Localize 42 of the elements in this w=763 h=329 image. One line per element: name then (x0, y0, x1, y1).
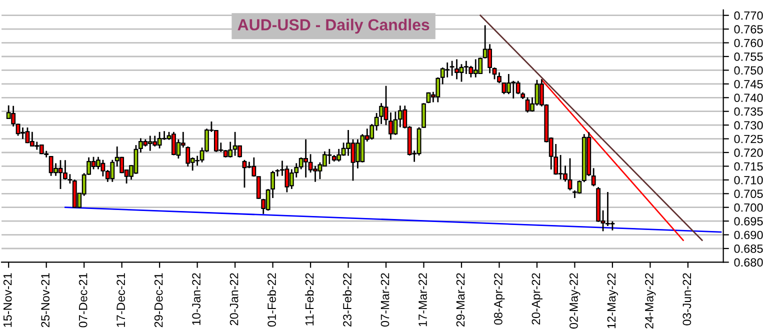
x-tick-label: 24-May-22 (645, 273, 656, 328)
y-tick-label: 0.720 (734, 148, 763, 157)
y-tick-label: 0.710 (734, 176, 763, 184)
x-tick-label: 11-Feb-22 (305, 273, 314, 326)
x-tick-label: 10-Jan-22 (192, 273, 200, 325)
x-tick-label: 01-Feb-22 (267, 273, 276, 327)
y-tick-label: 0.730 (734, 121, 763, 130)
x-tick-label: 17-Dec-21 (116, 273, 125, 327)
x-tick-label: 29-Mar-22 (456, 273, 465, 326)
x-tick-label: 29-Dec-21 (154, 273, 163, 328)
candlestick (422, 102, 426, 129)
candlestick (591, 167, 596, 187)
y-tick-label: 0.755 (734, 52, 763, 61)
x-tick-label: 20-Jan-22 (230, 273, 238, 326)
x-tick-label: 02-May-22 (570, 273, 580, 329)
x-tick-label: 08-Apr-22 (494, 273, 505, 325)
y-tick-label: 0.700 (734, 203, 763, 212)
x-tick-label: 12-May-22 (607, 273, 618, 328)
x-tick-label: 17-Mar-22 (418, 273, 427, 326)
y-tick-label: 0.740 (734, 94, 763, 102)
y-tick-label: 0.770 (734, 11, 763, 20)
y-tick-label: 0.715 (734, 162, 763, 171)
y-tick-label: 0.745 (734, 80, 763, 88)
y-tick-label: 0.690 (734, 230, 763, 240)
y-tick-label: 0.695 (734, 217, 763, 226)
x-tick-label: 15-Nov-21 (3, 273, 12, 327)
x-tick-label: 23-Feb-22 (342, 273, 352, 326)
y-tick-label: 0.725 (734, 134, 763, 144)
y-tick-label: 0.680 (734, 258, 763, 267)
y-tick-label: 0.750 (734, 66, 763, 75)
candlestick (492, 66, 497, 80)
x-tick-label: 25-Nov-21 (41, 273, 50, 328)
y-tick-label: 0.765 (734, 25, 763, 34)
y-tick-label: 0.760 (734, 38, 763, 48)
y-tick-label: 0.705 (734, 190, 763, 198)
x-tick-label: 20-Apr-22 (532, 273, 542, 325)
y-tick-label: 0.685 (734, 244, 763, 253)
text: AUD-USD - Daily Candles (238, 18, 430, 34)
x-tick-label: 03-Jun-22 (682, 273, 692, 326)
y-tick-label: 0.735 (734, 107, 763, 116)
x-tick-label: 07-Mar-22 (380, 273, 390, 327)
x-tick-label: 07-Dec-21 (78, 273, 88, 328)
